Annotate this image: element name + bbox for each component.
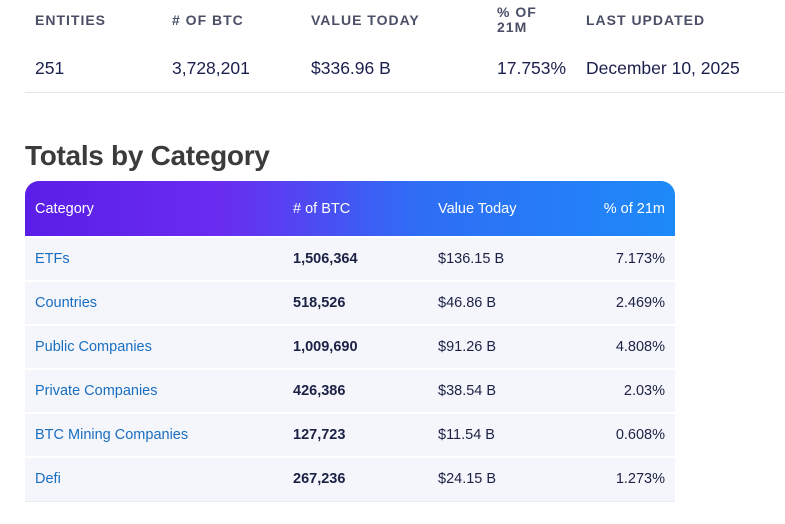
percent-cell: 4.808%: [568, 325, 675, 370]
entities-header: ENTITIES: [35, 11, 107, 28]
percent-cell: 1.273%: [568, 457, 675, 502]
percent-of-21m-value: 17.753%: [497, 58, 567, 78]
value-cell: $24.15 B: [428, 457, 568, 502]
value-cell: $91.26 B: [428, 325, 568, 370]
category-link-btc-mining-companies[interactable]: BTC Mining Companies: [25, 413, 283, 458]
last-updated-value: December 10, 2025: [586, 58, 740, 78]
percent-of-21m-header: % OF 21M: [497, 4, 537, 35]
category-link-private-companies[interactable]: Private Companies: [25, 369, 283, 414]
table-row: Countries 518,526 $46.86 B 2.469%: [25, 281, 675, 326]
btc-cell: 267,236: [283, 457, 428, 502]
category-link-etfs[interactable]: ETFs: [25, 237, 283, 282]
btc-cell: 518,526: [283, 281, 428, 326]
category-link-defi[interactable]: Defi: [25, 457, 283, 502]
section-title: Totals by Category: [25, 140, 270, 171]
btc-cell: 1,506,364: [283, 237, 428, 282]
category-link-public-companies[interactable]: Public Companies: [25, 325, 283, 370]
percent-cell: 2.03%: [568, 369, 675, 414]
value-today-header: VALUE TODAY: [311, 11, 420, 28]
table-row: ETFs 1,506,364 $136.15 B 7.173%: [25, 237, 675, 282]
btc-count-header: # OF BTC: [172, 11, 244, 28]
column-header-category[interactable]: Category: [35, 200, 94, 217]
btc-count-value: 3,728,201: [172, 58, 250, 78]
category-table: Category # of BTC Value Today % of 21m E…: [25, 181, 675, 502]
table-row: Private Companies 426,386 $38.54 B 2.03%: [25, 369, 675, 414]
column-header-btc[interactable]: # of BTC: [293, 200, 351, 217]
btc-cell: 426,386: [283, 369, 428, 414]
table-row: Public Companies 1,009,690 $91.26 B 4.80…: [25, 325, 675, 370]
column-header-value[interactable]: Value Today: [438, 200, 517, 217]
table-row: BTC Mining Companies 127,723 $11.54 B 0.…: [25, 413, 675, 458]
value-cell: $46.86 B: [428, 281, 568, 326]
category-link-countries[interactable]: Countries: [25, 281, 283, 326]
percent-cell: 7.173%: [568, 237, 675, 282]
summary-stats: ENTITIES # OF BTC VALUE TODAY % OF 21M L…: [25, 0, 785, 93]
percent-cell: 0.608%: [568, 413, 675, 458]
value-cell: $11.54 B: [428, 413, 568, 458]
table-header-row: Category # of BTC Value Today % of 21m: [25, 181, 675, 237]
percent-cell: 2.469%: [568, 281, 675, 326]
value-cell: $38.54 B: [428, 369, 568, 414]
column-header-percent[interactable]: % of 21m: [603, 200, 665, 217]
entities-value: 251: [35, 58, 65, 78]
value-cell: $136.15 B: [428, 237, 568, 282]
btc-cell: 127,723: [283, 413, 428, 458]
btc-cell: 1,009,690: [283, 325, 428, 370]
last-updated-header: LAST UPDATED: [586, 11, 706, 28]
table-row: Defi 267,236 $24.15 B 1.273%: [25, 457, 675, 502]
value-today-value: $336.96 B: [311, 58, 391, 78]
